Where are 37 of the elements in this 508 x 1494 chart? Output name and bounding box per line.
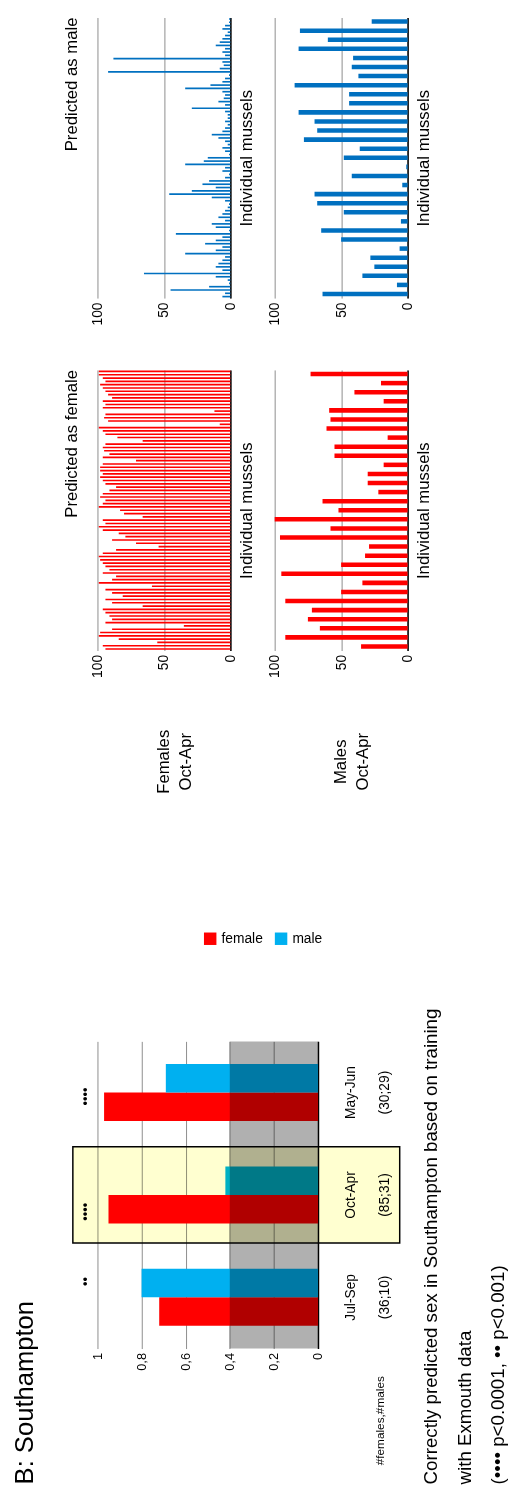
y-axis-title: Individual mussels — [236, 89, 256, 227]
x-tick-label: 100 — [267, 654, 283, 678]
x-tick-label: 50 — [156, 654, 172, 671]
x-tick-label: 50 — [333, 302, 349, 318]
y-axis-title: Individual mussels — [413, 442, 433, 580]
text: #females,#males — [372, 1376, 387, 1466]
y-axis-title: Individual mussels — [236, 442, 256, 580]
text: Males Oct-Apr — [331, 732, 372, 791]
x-tick-label: 0,4 — [222, 1352, 238, 1371]
text: •••• — [76, 1087, 92, 1106]
x-tick-label: 0 — [400, 654, 416, 663]
x-tick-label: 0 — [310, 1352, 326, 1361]
category-label: Oct-Apr (85;31) — [342, 1171, 393, 1219]
text: •••• — [76, 1202, 92, 1221]
text: B: Southampton — [10, 1300, 39, 1485]
legend-label: female — [221, 930, 264, 946]
x-tick-label: 100 — [89, 654, 105, 678]
x-tick-label: 0 — [222, 302, 238, 311]
text: Correctly predicted sex in Southampton based on training with Exmouth data (•••• p<0.0001, •• p<0.001) — [420, 1008, 508, 1486]
category-label: Jul-Sep (36;10) — [342, 1274, 393, 1321]
x-tick-label: 100 — [89, 302, 105, 326]
x-tick-label: 100 — [267, 302, 283, 326]
x-tick-label: 0 — [400, 302, 416, 311]
x-tick-label: 1 — [89, 1352, 105, 1361]
text: Predicted as male — [61, 17, 81, 152]
x-tick-label: 0 — [222, 654, 238, 663]
x-tick-label: 50 — [156, 302, 172, 318]
text: Females Oct-Apr — [153, 729, 195, 794]
category-label: May-Jun (30;29) — [342, 1066, 393, 1119]
x-tick-label: 0,6 — [178, 1352, 194, 1371]
legend-label: male — [292, 930, 323, 946]
y-axis-title: Individual mussels — [413, 89, 433, 227]
text: •• — [76, 1276, 92, 1287]
text: Predicted as female — [61, 369, 81, 518]
x-tick-label: 0,8 — [134, 1352, 149, 1371]
x-tick-label: 50 — [333, 654, 349, 671]
x-tick-label: 0,2 — [266, 1352, 282, 1371]
